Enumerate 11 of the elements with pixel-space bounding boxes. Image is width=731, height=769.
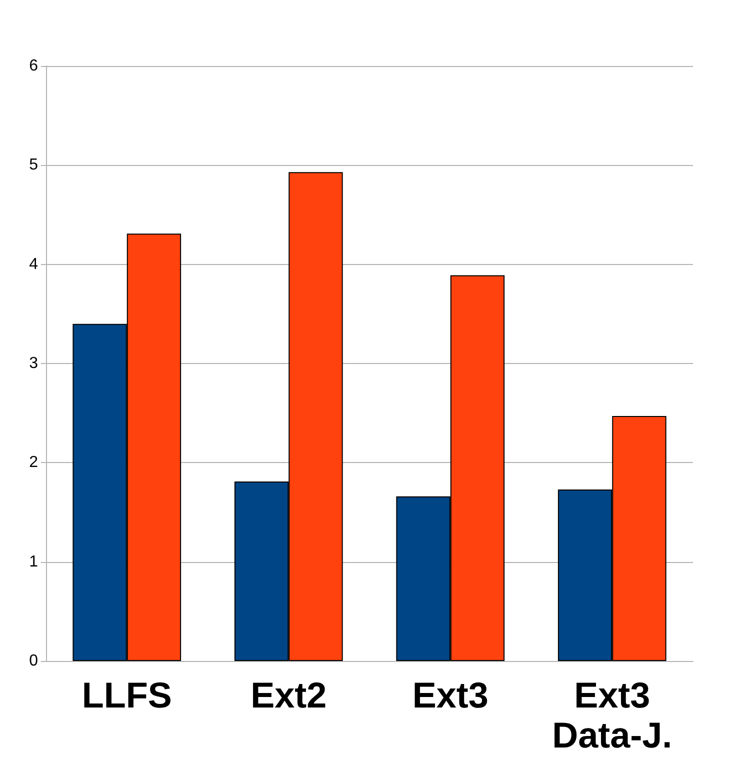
x-tick-label: LLFS xyxy=(82,674,172,716)
y-tick-label: 1 xyxy=(29,553,38,570)
y-tick-label: 5 xyxy=(29,156,38,174)
y-tick-label: 4 xyxy=(29,256,38,273)
y-tick-label: 6 xyxy=(29,58,38,74)
y-tick-label: 3 xyxy=(29,355,38,372)
y-tick-label: 0 xyxy=(29,652,38,670)
x-tick-label: Ext3 Data-J. xyxy=(552,674,672,756)
x-tick-label: Ext3 xyxy=(412,674,488,716)
x-tick-label: Ext2 xyxy=(250,674,327,716)
y-tick-label: 2 xyxy=(29,454,38,472)
